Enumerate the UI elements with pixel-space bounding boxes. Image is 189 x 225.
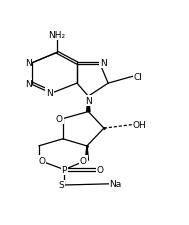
Text: Na: Na (110, 180, 122, 189)
Text: O: O (56, 115, 63, 124)
Text: S: S (58, 181, 64, 190)
Text: N: N (25, 79, 32, 88)
Polygon shape (87, 97, 90, 112)
Text: OH: OH (132, 121, 146, 130)
Text: O: O (97, 165, 104, 174)
Text: NH₂: NH₂ (49, 31, 66, 40)
Polygon shape (85, 146, 88, 160)
Text: O: O (80, 156, 87, 165)
Text: P: P (62, 165, 67, 174)
Text: O: O (39, 156, 46, 165)
Text: Cl: Cl (134, 72, 143, 81)
Text: N: N (46, 89, 53, 98)
Text: N: N (25, 59, 32, 68)
Text: N: N (100, 59, 106, 68)
Text: N: N (85, 97, 92, 106)
